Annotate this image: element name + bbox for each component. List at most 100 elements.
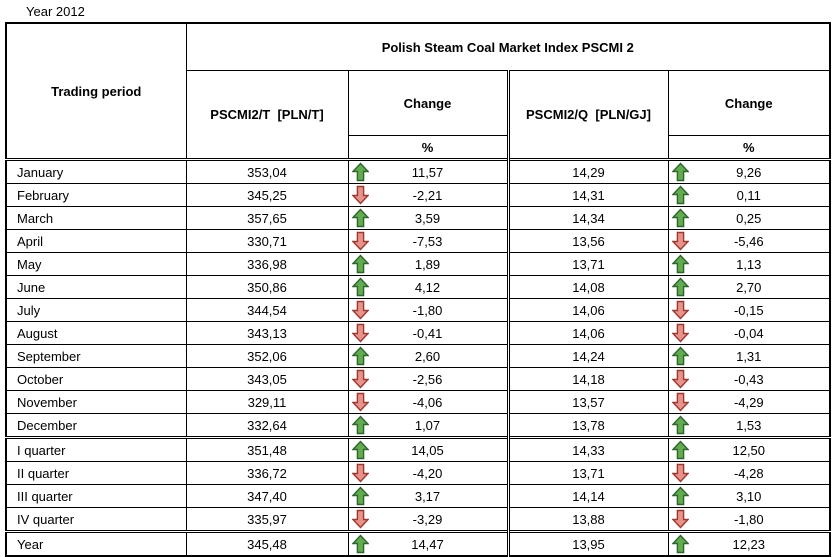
arrow-up-icon — [671, 346, 689, 366]
pscmi-q-value: 13,88 — [506, 507, 669, 532]
arrow-down-icon — [351, 463, 369, 483]
pscmi-t-value: 343,05 — [185, 367, 349, 391]
pscmi-q-value: 14,33 — [506, 436, 669, 462]
change-q-value: 12,50 — [732, 442, 766, 458]
pscmi-q-value: 14,06 — [506, 298, 669, 322]
change-t-value: 14,47 — [411, 536, 444, 552]
change-q-cell: 9,26 — [667, 158, 831, 184]
change-t-cell: 1,89 — [347, 252, 509, 276]
pscmi-t-value: 336,72 — [185, 461, 349, 485]
pscmi-q-value: 13,56 — [506, 229, 669, 253]
pscmi-t-value: 345,25 — [185, 183, 349, 207]
arrow-up-icon — [671, 415, 689, 435]
column-header-change-q: Change — [667, 70, 831, 136]
arrow-down-icon — [351, 323, 369, 343]
change-q-cell: -4,28 — [667, 461, 831, 485]
pscmi-q-value: 14,24 — [506, 344, 669, 368]
trading-period-cell: November — [5, 390, 187, 414]
arrow-up-icon — [351, 415, 369, 435]
change-t-value: 4,12 — [414, 279, 441, 295]
arrow-down-icon — [671, 369, 689, 389]
change-t-value: -0,41 — [412, 325, 443, 341]
pscmi-t-value: 351,48 — [185, 436, 349, 462]
change-t-value: 1,89 — [414, 256, 441, 272]
pscmi-q-value: 14,08 — [506, 275, 669, 299]
table-row: Year 345,48 14,47 13,95 12,23 — [5, 530, 831, 557]
change-t-value: 1,07 — [414, 417, 441, 433]
column-header-change-t: Change — [347, 70, 509, 136]
pscmi-t-value: 345,48 — [185, 530, 349, 557]
trading-period-cell: May — [5, 252, 187, 276]
pscmi-t-value: 332,64 — [185, 413, 349, 438]
percent-header-q: % — [667, 135, 831, 160]
arrow-up-icon — [351, 534, 369, 554]
change-t-value: 2,60 — [414, 348, 441, 364]
change-q-value: 1,53 — [736, 417, 762, 433]
pscmi-t-value: 329,11 — [185, 390, 349, 414]
pscmi-q-value: 14,34 — [506, 206, 669, 230]
pscmi-q-value: 13,78 — [506, 413, 669, 438]
pscmi-q-value: 14,29 — [506, 158, 669, 184]
table-row: September 352,06 2,60 14,24 1,31 — [5, 344, 831, 368]
column-header-pscmi-q: PSCMI2/Q [PLN/GJ] — [506, 70, 669, 160]
change-t-cell: 2,60 — [347, 344, 509, 368]
change-q-value: -1,80 — [733, 511, 764, 527]
table-row: May 336,98 1,89 13,71 1,13 — [5, 252, 831, 276]
arrow-down-icon — [671, 463, 689, 483]
arrow-up-icon — [671, 486, 689, 506]
change-q-value: 3,10 — [736, 488, 762, 504]
arrow-up-icon — [351, 254, 369, 274]
table-row: April 330,71 -7,53 13,56 -5,46 — [5, 229, 831, 253]
pscmi-q-value: 13,71 — [506, 461, 669, 485]
arrow-down-icon — [351, 369, 369, 389]
trading-period-cell: August — [5, 321, 187, 345]
change-t-cell: 1,07 — [347, 413, 509, 438]
trading-period-cell: February — [5, 183, 187, 207]
trading-period-cell: III quarter — [5, 484, 187, 508]
trading-period-cell: IV quarter — [5, 507, 187, 532]
trading-period-cell: July — [5, 298, 187, 322]
trading-period-cell: September — [5, 344, 187, 368]
trading-period-cell: April — [5, 229, 187, 253]
change-q-value: 12,23 — [732, 536, 766, 552]
pscmi-t-value: 343,13 — [185, 321, 349, 345]
pscmi-t-value: 353,04 — [185, 158, 349, 184]
trading-period-cell: II quarter — [5, 461, 187, 485]
arrow-up-icon — [351, 440, 369, 460]
change-q-value: 1,13 — [736, 256, 762, 272]
change-t-cell: -3,29 — [347, 507, 509, 532]
table-row: I quarter 351,48 14,05 14,33 12,50 — [5, 436, 831, 462]
table-row: III quarter 347,40 3,17 14,14 3,10 — [5, 484, 831, 508]
change-t-value: -3,29 — [412, 511, 443, 527]
change-t-cell: -1,80 — [347, 298, 509, 322]
arrow-down-icon — [351, 185, 369, 205]
change-q-cell: 3,10 — [667, 484, 831, 508]
change-q-cell: 12,50 — [667, 436, 831, 462]
change-q-cell: 1,53 — [667, 413, 831, 438]
change-q-value: -0,04 — [733, 325, 764, 341]
change-q-value: -5,46 — [733, 233, 764, 249]
table-row: July 344,54 -1,80 14,06 -0,15 — [5, 298, 831, 322]
change-q-cell: 12,23 — [667, 530, 831, 557]
change-t-cell: 11,57 — [347, 158, 509, 184]
table-row: February 345,25 -2,21 14,31 0,11 — [5, 183, 831, 207]
arrow-up-icon — [671, 440, 689, 460]
change-q-cell: -0,43 — [667, 367, 831, 391]
pscmi-q-value: 14,31 — [506, 183, 669, 207]
change-t-cell: -2,21 — [347, 183, 509, 207]
change-t-cell: -4,20 — [347, 461, 509, 485]
arrow-up-icon — [671, 277, 689, 297]
trading-period-cell: October — [5, 367, 187, 391]
change-q-value: 1,31 — [736, 348, 762, 364]
change-t-cell: 3,17 — [347, 484, 509, 508]
change-t-value: 3,17 — [414, 488, 441, 504]
table-row: November 329,11 -4,06 13,57 -4,29 — [5, 390, 831, 414]
change-q-cell: 2,70 — [667, 275, 831, 299]
change-t-cell: -7,53 — [347, 229, 509, 253]
pscmi-t-value: 347,40 — [185, 484, 349, 508]
change-q-value: -4,29 — [733, 394, 764, 410]
change-q-cell: -1,80 — [667, 507, 831, 532]
arrow-down-icon — [671, 231, 689, 251]
pscmi-table: Trading period Polish Steam Coal Market … — [5, 22, 832, 557]
table-row: March 357,65 3,59 14,34 0,25 — [5, 206, 831, 230]
